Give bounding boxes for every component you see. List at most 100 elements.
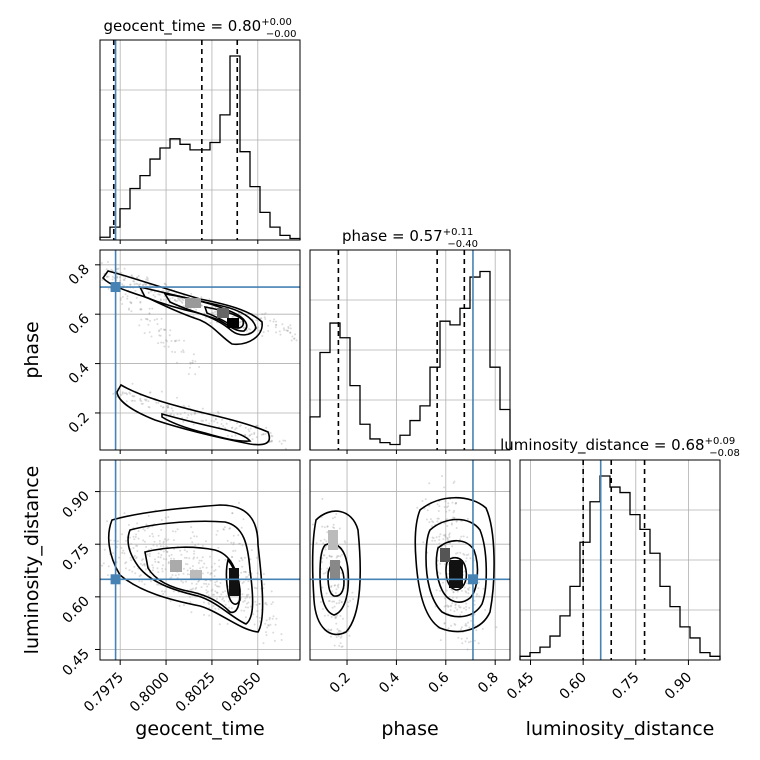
sample-point: [240, 609, 243, 612]
sample-point: [147, 406, 150, 408]
sample-point: [147, 292, 150, 294]
sample-point: [165, 339, 167, 342]
sample-point: [446, 537, 449, 540]
sample-point: [443, 597, 446, 600]
sample-point: [249, 605, 252, 608]
sample-point: [136, 522, 139, 525]
sample-point: [198, 559, 201, 562]
sample-point: [211, 588, 214, 591]
sample-point: [214, 568, 217, 571]
sample-point: [148, 307, 151, 310]
sample-point: [270, 603, 273, 606]
sample-point: [265, 634, 268, 637]
sample-point: [455, 527, 458, 529]
sample-point: [242, 580, 245, 583]
sample-point: [162, 558, 165, 560]
sample-point: [330, 616, 333, 618]
sample-point: [176, 396, 178, 399]
sample-point: [191, 531, 194, 534]
sample-point: [170, 340, 173, 342]
sample-point: [107, 287, 110, 290]
sample-point: [106, 520, 109, 523]
sample-point: [159, 545, 162, 548]
sample-point: [215, 310, 218, 313]
sample-point: [165, 558, 168, 561]
sample-point: [144, 399, 147, 402]
sample-point: [205, 589, 208, 592]
sample-point: [216, 591, 218, 594]
sample-point: [226, 622, 229, 625]
sample-point: [263, 313, 266, 316]
sample-point: [443, 506, 446, 508]
sample-point: [124, 562, 127, 565]
sample-point: [210, 572, 213, 575]
sample-point: [332, 517, 334, 520]
sample-point: [140, 307, 142, 310]
truth-marker: [467, 574, 478, 585]
sample-point: [218, 623, 221, 626]
sample-point: [248, 430, 251, 433]
title-median: 0.57: [409, 227, 442, 245]
sample-point: [157, 556, 160, 559]
sample-point: [147, 400, 150, 403]
sample-point: [153, 540, 156, 543]
sample-point: [209, 322, 212, 324]
sample-point: [134, 554, 137, 557]
sample-point: [182, 349, 185, 352]
x-tick-label: 0.45: [504, 670, 537, 703]
sample-point: [213, 562, 216, 565]
sample-point: [287, 325, 290, 328]
sample-point: [149, 391, 152, 394]
sample-point: [283, 329, 286, 331]
sample-point: [232, 541, 235, 544]
sample-point: [235, 427, 238, 430]
sample-point: [170, 557, 173, 560]
sample-point: [450, 624, 453, 627]
density-contours: [107, 504, 264, 633]
title-equals: =: [649, 436, 671, 454]
sample-point: [478, 595, 481, 598]
sample-point: [256, 610, 259, 613]
sample-point: [147, 291, 150, 294]
sample-point: [450, 604, 453, 607]
sample-point: [168, 297, 171, 300]
sample-point: [335, 556, 338, 559]
sample-point: [187, 414, 190, 416]
sample-point: [214, 581, 217, 584]
sample-point: [224, 427, 227, 430]
sample-point: [168, 334, 171, 337]
sample-point: [333, 527, 336, 529]
sample-point: [324, 546, 327, 549]
sample-point: [138, 580, 141, 583]
sample-point: [343, 540, 346, 543]
truth-marker: [110, 282, 121, 293]
sample-point: [444, 563, 447, 566]
sample-point: [170, 553, 173, 556]
sample-point: [229, 527, 231, 530]
sample-point: [140, 559, 143, 562]
sample-point: [213, 420, 216, 423]
sample-point: [216, 580, 218, 583]
sample-point: [133, 283, 136, 286]
sample-point: [173, 547, 175, 550]
sample-point: [253, 433, 256, 435]
sample-point: [185, 556, 188, 559]
sample-point: [275, 324, 278, 326]
sample-point: [164, 283, 167, 285]
sample-point: [230, 427, 233, 429]
sample-point: [171, 297, 174, 299]
sample-point: [438, 505, 441, 508]
sample-point: [157, 330, 160, 333]
sample-point: [164, 328, 167, 331]
sample-point: [227, 600, 230, 603]
sample-point: [324, 548, 327, 551]
sample-point: [157, 293, 160, 296]
title-name: luminosity_distance: [500, 436, 649, 455]
sample-point: [130, 301, 133, 304]
sample-point: [278, 440, 281, 443]
panel-geocent-time-hist: geocent_time = 0.80+0.00 −0.00: [99, 17, 301, 241]
sample-point: [242, 600, 245, 603]
sample-point: [123, 279, 126, 282]
sample-point: [173, 299, 176, 301]
sample-point: [138, 575, 141, 578]
